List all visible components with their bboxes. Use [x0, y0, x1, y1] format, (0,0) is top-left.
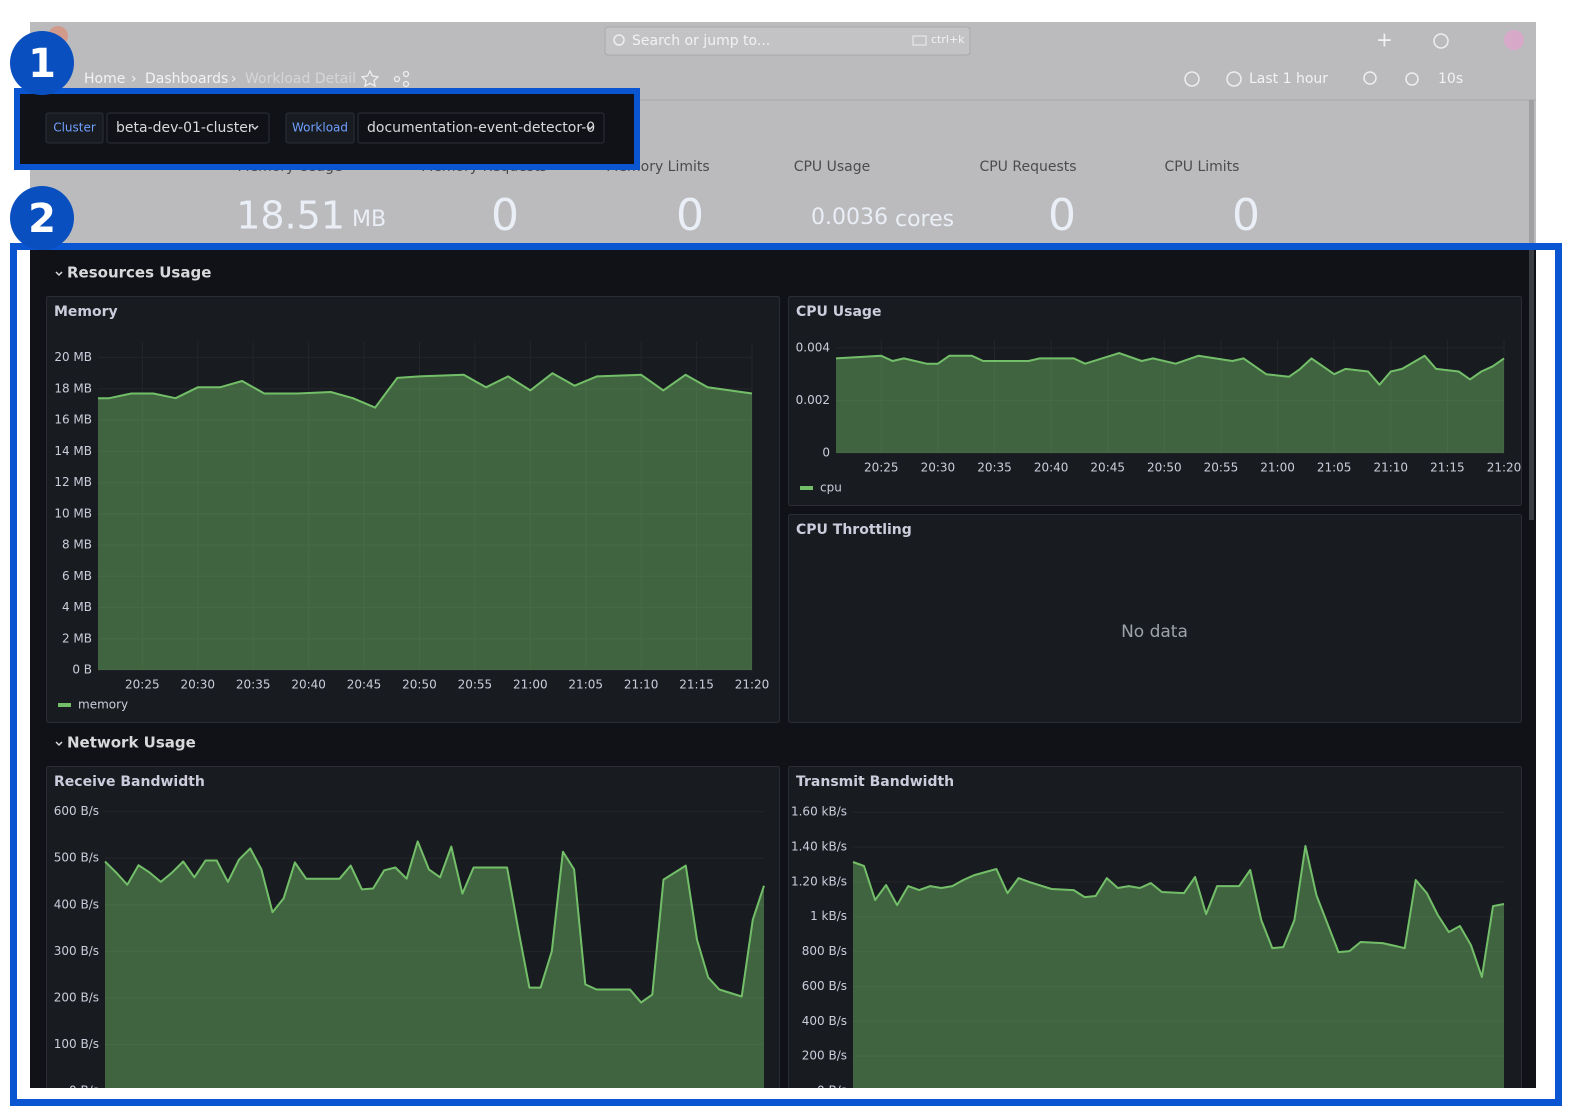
- y-tick-label: 8 MB: [62, 538, 92, 552]
- y-tick-label: 1.60 kB/s: [791, 805, 847, 819]
- panel-title[interactable]: CPU Throttling: [796, 522, 912, 538]
- y-tick-label: 12 MB: [54, 475, 92, 489]
- y-tick-label: 1 kB/s: [810, 909, 847, 923]
- y-tick-label: 100 B/s: [54, 1037, 99, 1051]
- variable-label: Cluster: [53, 121, 96, 135]
- y-tick-label: 18 MB: [54, 381, 92, 395]
- x-tick-label: 20:55: [1204, 461, 1239, 475]
- panel-title[interactable]: Transmit Bandwidth: [796, 774, 954, 790]
- x-tick-label: 20:25: [125, 678, 160, 692]
- stat-title: CPU Limits: [1165, 159, 1240, 175]
- time-range-picker[interactable]: Last 1 hour: [1249, 71, 1328, 87]
- y-tick-label: 400 B/s: [802, 1014, 847, 1028]
- y-tick-label: 600 B/s: [54, 804, 99, 818]
- y-tick-label: 14 MB: [54, 444, 92, 458]
- y-tick-label: 0.002: [796, 393, 830, 407]
- x-tick-label: 21:05: [568, 678, 603, 692]
- scrollbar-thumb[interactable]: [1529, 250, 1534, 520]
- panel-title[interactable]: Memory: [54, 304, 118, 320]
- x-tick-label: 20:45: [1090, 461, 1125, 475]
- x-tick-label: 21:10: [1373, 461, 1408, 475]
- y-tick-label: 0 B: [72, 663, 92, 677]
- breadcrumb-current: Workload Detail: [245, 71, 356, 87]
- legend-label[interactable]: memory: [78, 698, 128, 712]
- search-placeholder: Search or jump to...: [632, 33, 770, 49]
- row-title[interactable]: Resources Usage: [67, 264, 211, 282]
- stat-value: 0.0036: [811, 205, 888, 230]
- x-tick-label: 20:35: [236, 678, 271, 692]
- y-tick-label: 800 B/s: [802, 944, 847, 958]
- y-tick-label: 0.004: [796, 340, 830, 354]
- add-button[interactable]: +: [1376, 28, 1393, 52]
- variable-value: beta-dev-01-cluster: [116, 120, 254, 136]
- y-tick-label: 16 MB: [54, 413, 92, 427]
- y-tick-label: 400 B/s: [54, 897, 99, 911]
- x-tick-label: 20:50: [402, 678, 437, 692]
- panel-frame: [789, 515, 1522, 723]
- x-tick-label: 21:10: [624, 678, 659, 692]
- search-shortcut: ctrl+k: [931, 33, 965, 46]
- y-tick-label: 300 B/s: [54, 944, 99, 958]
- stat-value: 18.51: [236, 194, 345, 238]
- legend-label[interactable]: cpu: [820, 481, 842, 495]
- x-tick-label: 21:15: [679, 678, 714, 692]
- x-tick-label: 21:20: [1487, 461, 1522, 475]
- stat-value: 0: [676, 190, 704, 241]
- x-tick-label: 21:00: [1260, 461, 1295, 475]
- x-tick-label: 20:25: [864, 461, 899, 475]
- x-tick-label: 21:15: [1430, 461, 1465, 475]
- panel: Receive Bandwidth0 B/s100 B/s200 B/s300 …: [47, 767, 780, 1107]
- y-tick-label: 600 B/s: [802, 979, 847, 993]
- breadcrumb-separator: ›: [231, 71, 237, 87]
- no-data-message: No data: [1121, 622, 1188, 642]
- y-tick-label: 200 B/s: [802, 1049, 847, 1063]
- annotation-number: 1: [28, 41, 56, 87]
- y-tick-label: 10 MB: [54, 506, 92, 520]
- x-tick-label: 20:55: [458, 678, 493, 692]
- breadcrumb-item[interactable]: Dashboards: [145, 71, 228, 87]
- panel: CPU Usage 0 0.002 0.004 20:25 20:30 20:35 20:40…: [789, 297, 1522, 506]
- y-tick-label: 1.20 kB/s: [791, 874, 847, 888]
- y-tick-label: 20 MB: [54, 350, 92, 364]
- stat-value: 0: [1048, 190, 1076, 241]
- stat-unit: MB: [352, 207, 386, 232]
- panel: Memory 0 B 2 MB 4 MB 6 MB 8 MB 10 MB 12 MB 14 MB…: [47, 297, 780, 723]
- panel: Transmit Bandwidth0 B/s200 B/s400 B/s600…: [789, 767, 1522, 1107]
- series-area: [98, 373, 752, 670]
- variable-label: Workload: [292, 121, 348, 135]
- y-tick-label: 6 MB: [62, 569, 92, 583]
- x-tick-label: 20:30: [921, 461, 956, 475]
- panel-title[interactable]: CPU Usage: [796, 304, 881, 320]
- avatar[interactable]: [1504, 30, 1524, 50]
- row-title[interactable]: Network Usage: [67, 734, 196, 752]
- y-tick-label: 1.40 kB/s: [791, 840, 847, 854]
- x-tick-label: 21:00: [513, 678, 548, 692]
- breadcrumb-separator: ›: [131, 71, 137, 87]
- y-tick-label: 0: [822, 446, 830, 460]
- x-tick-label: 20:30: [180, 678, 215, 692]
- x-tick-label: 21:20: [735, 678, 770, 692]
- x-tick-label: 20:40: [291, 678, 326, 692]
- variable-value: documentation-event-detector-0: [367, 120, 595, 136]
- y-tick-label: 500 B/s: [54, 851, 99, 865]
- stat-value: 0: [1232, 190, 1260, 241]
- refresh-interval[interactable]: 10s: [1438, 71, 1463, 87]
- x-tick-label: 20:50: [1147, 461, 1182, 475]
- breadcrumb-item[interactable]: Home: [84, 71, 125, 87]
- panel: CPU Throttling No data: [789, 515, 1522, 723]
- x-tick-label: 20:45: [347, 678, 382, 692]
- annotation-number: 2: [28, 196, 56, 242]
- y-tick-label: 200 B/s: [54, 990, 99, 1004]
- x-tick-label: 21:05: [1317, 461, 1352, 475]
- y-tick-label: 4 MB: [62, 600, 92, 614]
- y-tick-label: 2 MB: [62, 631, 92, 645]
- x-tick-label: 20:35: [977, 461, 1012, 475]
- x-tick-label: 20:40: [1034, 461, 1069, 475]
- panel-title[interactable]: Receive Bandwidth: [54, 774, 205, 790]
- stat-value: 0: [491, 190, 519, 241]
- stat-unit: cores: [895, 207, 954, 232]
- stat-title: CPU Requests: [979, 159, 1076, 175]
- stat-title: CPU Usage: [794, 159, 871, 175]
